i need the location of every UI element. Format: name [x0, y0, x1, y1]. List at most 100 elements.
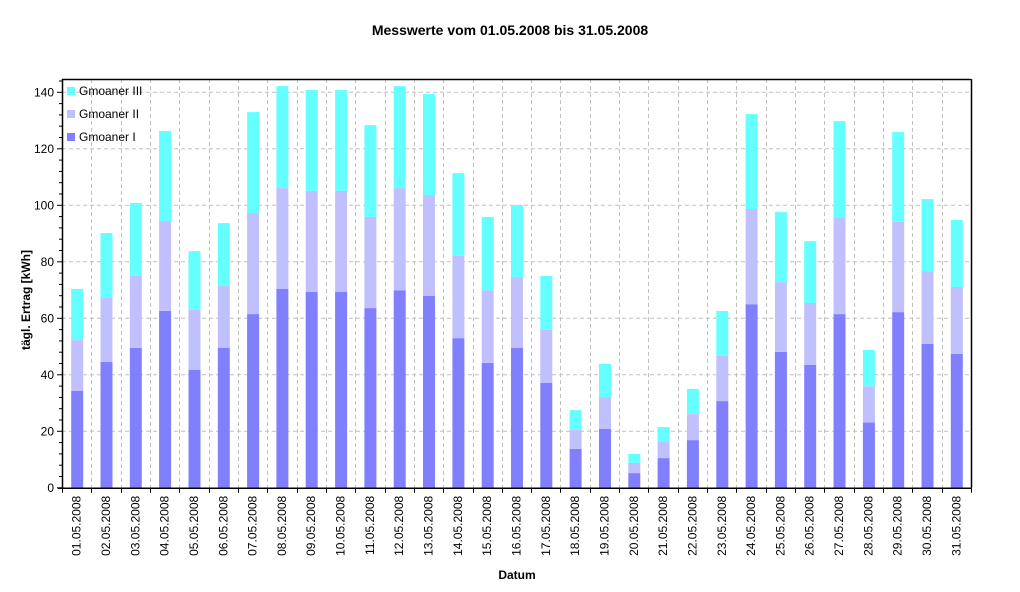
bar-segment	[364, 216, 377, 309]
bar-segment	[628, 453, 641, 463]
bar-segment	[452, 173, 465, 256]
bar-segment	[774, 351, 787, 488]
x-tick-label: 25.05.2008	[773, 495, 787, 555]
x-tick-label: 28.05.2008	[861, 495, 875, 555]
bar-segment	[71, 390, 84, 488]
bar-segment	[921, 344, 934, 488]
bar-segment	[921, 271, 934, 344]
bar-segment	[335, 90, 348, 191]
bar-segment	[393, 86, 406, 189]
y-tick-label: 20	[41, 424, 55, 438]
x-tick-label: 18.05.2008	[568, 495, 582, 555]
bar-segment	[921, 199, 934, 272]
x-tick-label: 10.05.2008	[334, 495, 348, 555]
bar-stack	[305, 90, 318, 488]
bar-segment	[804, 364, 817, 488]
x-tick-label: 19.05.2008	[597, 495, 611, 555]
x-tick-label: 01.05.2008	[70, 495, 84, 555]
bar-segment	[481, 216, 494, 291]
bar-segment	[716, 401, 729, 488]
y-tick-label: 40	[41, 368, 55, 382]
bar-stack	[774, 212, 787, 488]
legend-label: Gmoaner II	[79, 107, 139, 121]
bar-segment	[129, 348, 142, 488]
bar-segment	[628, 473, 641, 488]
bar-segment	[950, 220, 963, 287]
bar-segment	[833, 121, 846, 218]
bar-segment	[305, 292, 318, 488]
bar-stack	[423, 94, 435, 488]
bar-segment	[247, 314, 260, 488]
bar-segment	[804, 241, 817, 304]
bar-segment	[305, 90, 318, 191]
bar-segment	[364, 308, 377, 488]
x-tick-label: 22.05.2008	[685, 495, 699, 555]
bar-stack	[657, 427, 670, 488]
bar-segment	[774, 212, 787, 283]
bar-segment	[569, 410, 582, 430]
bar-segment	[540, 275, 553, 330]
bar-stack	[599, 363, 611, 488]
bar-stack	[159, 131, 172, 488]
bar-segment	[950, 286, 963, 354]
bar-segment	[804, 303, 817, 365]
bar-segment	[686, 388, 699, 414]
x-tick-label: 05.05.2008	[187, 495, 201, 555]
bar-segment	[950, 353, 963, 488]
x-tick-label: 02.05.2008	[99, 495, 113, 555]
bar-stack	[452, 173, 465, 488]
bar-stack	[686, 388, 699, 488]
y-tick-label: 80	[41, 255, 55, 269]
bar-segment	[716, 355, 729, 402]
x-tick-label: 21.05.2008	[656, 495, 670, 555]
bar-segment	[745, 304, 758, 488]
bar-segment	[862, 422, 875, 488]
bar-segment	[247, 212, 260, 314]
x-tick-label: 11.05.2008	[363, 495, 377, 554]
legend-item: Gmoaner I	[67, 130, 136, 144]
legend-label: Gmoaner I	[79, 130, 136, 144]
bar-segment	[862, 349, 875, 387]
bar-segment	[393, 188, 406, 291]
x-tick-label: 16.05.2008	[510, 495, 524, 555]
bar-segment	[100, 298, 113, 362]
bar-segment	[71, 288, 84, 340]
bar-segment	[217, 223, 230, 287]
bar-segment	[481, 362, 494, 488]
bar-stack	[481, 216, 494, 488]
x-tick-label: 26.05.2008	[803, 495, 817, 555]
bar-segment	[217, 286, 230, 348]
bar-stack	[716, 311, 729, 488]
x-tick-label: 20.05.2008	[627, 495, 641, 555]
bar-stack	[71, 288, 84, 488]
bar-stack	[364, 125, 377, 488]
x-tick-label: 31.05.2008	[949, 495, 963, 555]
bar-stack	[511, 205, 523, 488]
bar-segment	[423, 296, 435, 488]
bar-segment	[335, 190, 348, 292]
bar-segment	[774, 282, 787, 352]
bar-segment	[423, 94, 435, 196]
bar-segment	[129, 203, 142, 276]
x-tick-label: 13.05.2008	[422, 495, 436, 555]
bar-segment	[599, 396, 611, 429]
bar-segment	[452, 338, 465, 488]
bar-stack	[892, 132, 905, 488]
bar-segment	[511, 277, 523, 348]
x-tick-label: 24.05.2008	[744, 495, 758, 555]
legend-swatch	[67, 87, 75, 95]
x-tick-label: 23.05.2008	[715, 495, 729, 555]
bar-segment	[511, 348, 523, 488]
y-tick-label: 120	[34, 142, 54, 156]
bar-stack	[100, 233, 113, 488]
bar-segment	[247, 112, 260, 213]
x-tick-label: 07.05.2008	[246, 495, 260, 555]
chart-title: Messwerte vom 01.05.2008 bis 31.05.2008	[371, 22, 649, 38]
y-tick-label: 140	[34, 85, 54, 99]
x-tick-label: 06.05.2008	[216, 495, 230, 555]
x-axis-label: Datum	[498, 568, 536, 582]
bar-stack	[540, 275, 553, 488]
bar-stack	[833, 121, 846, 488]
